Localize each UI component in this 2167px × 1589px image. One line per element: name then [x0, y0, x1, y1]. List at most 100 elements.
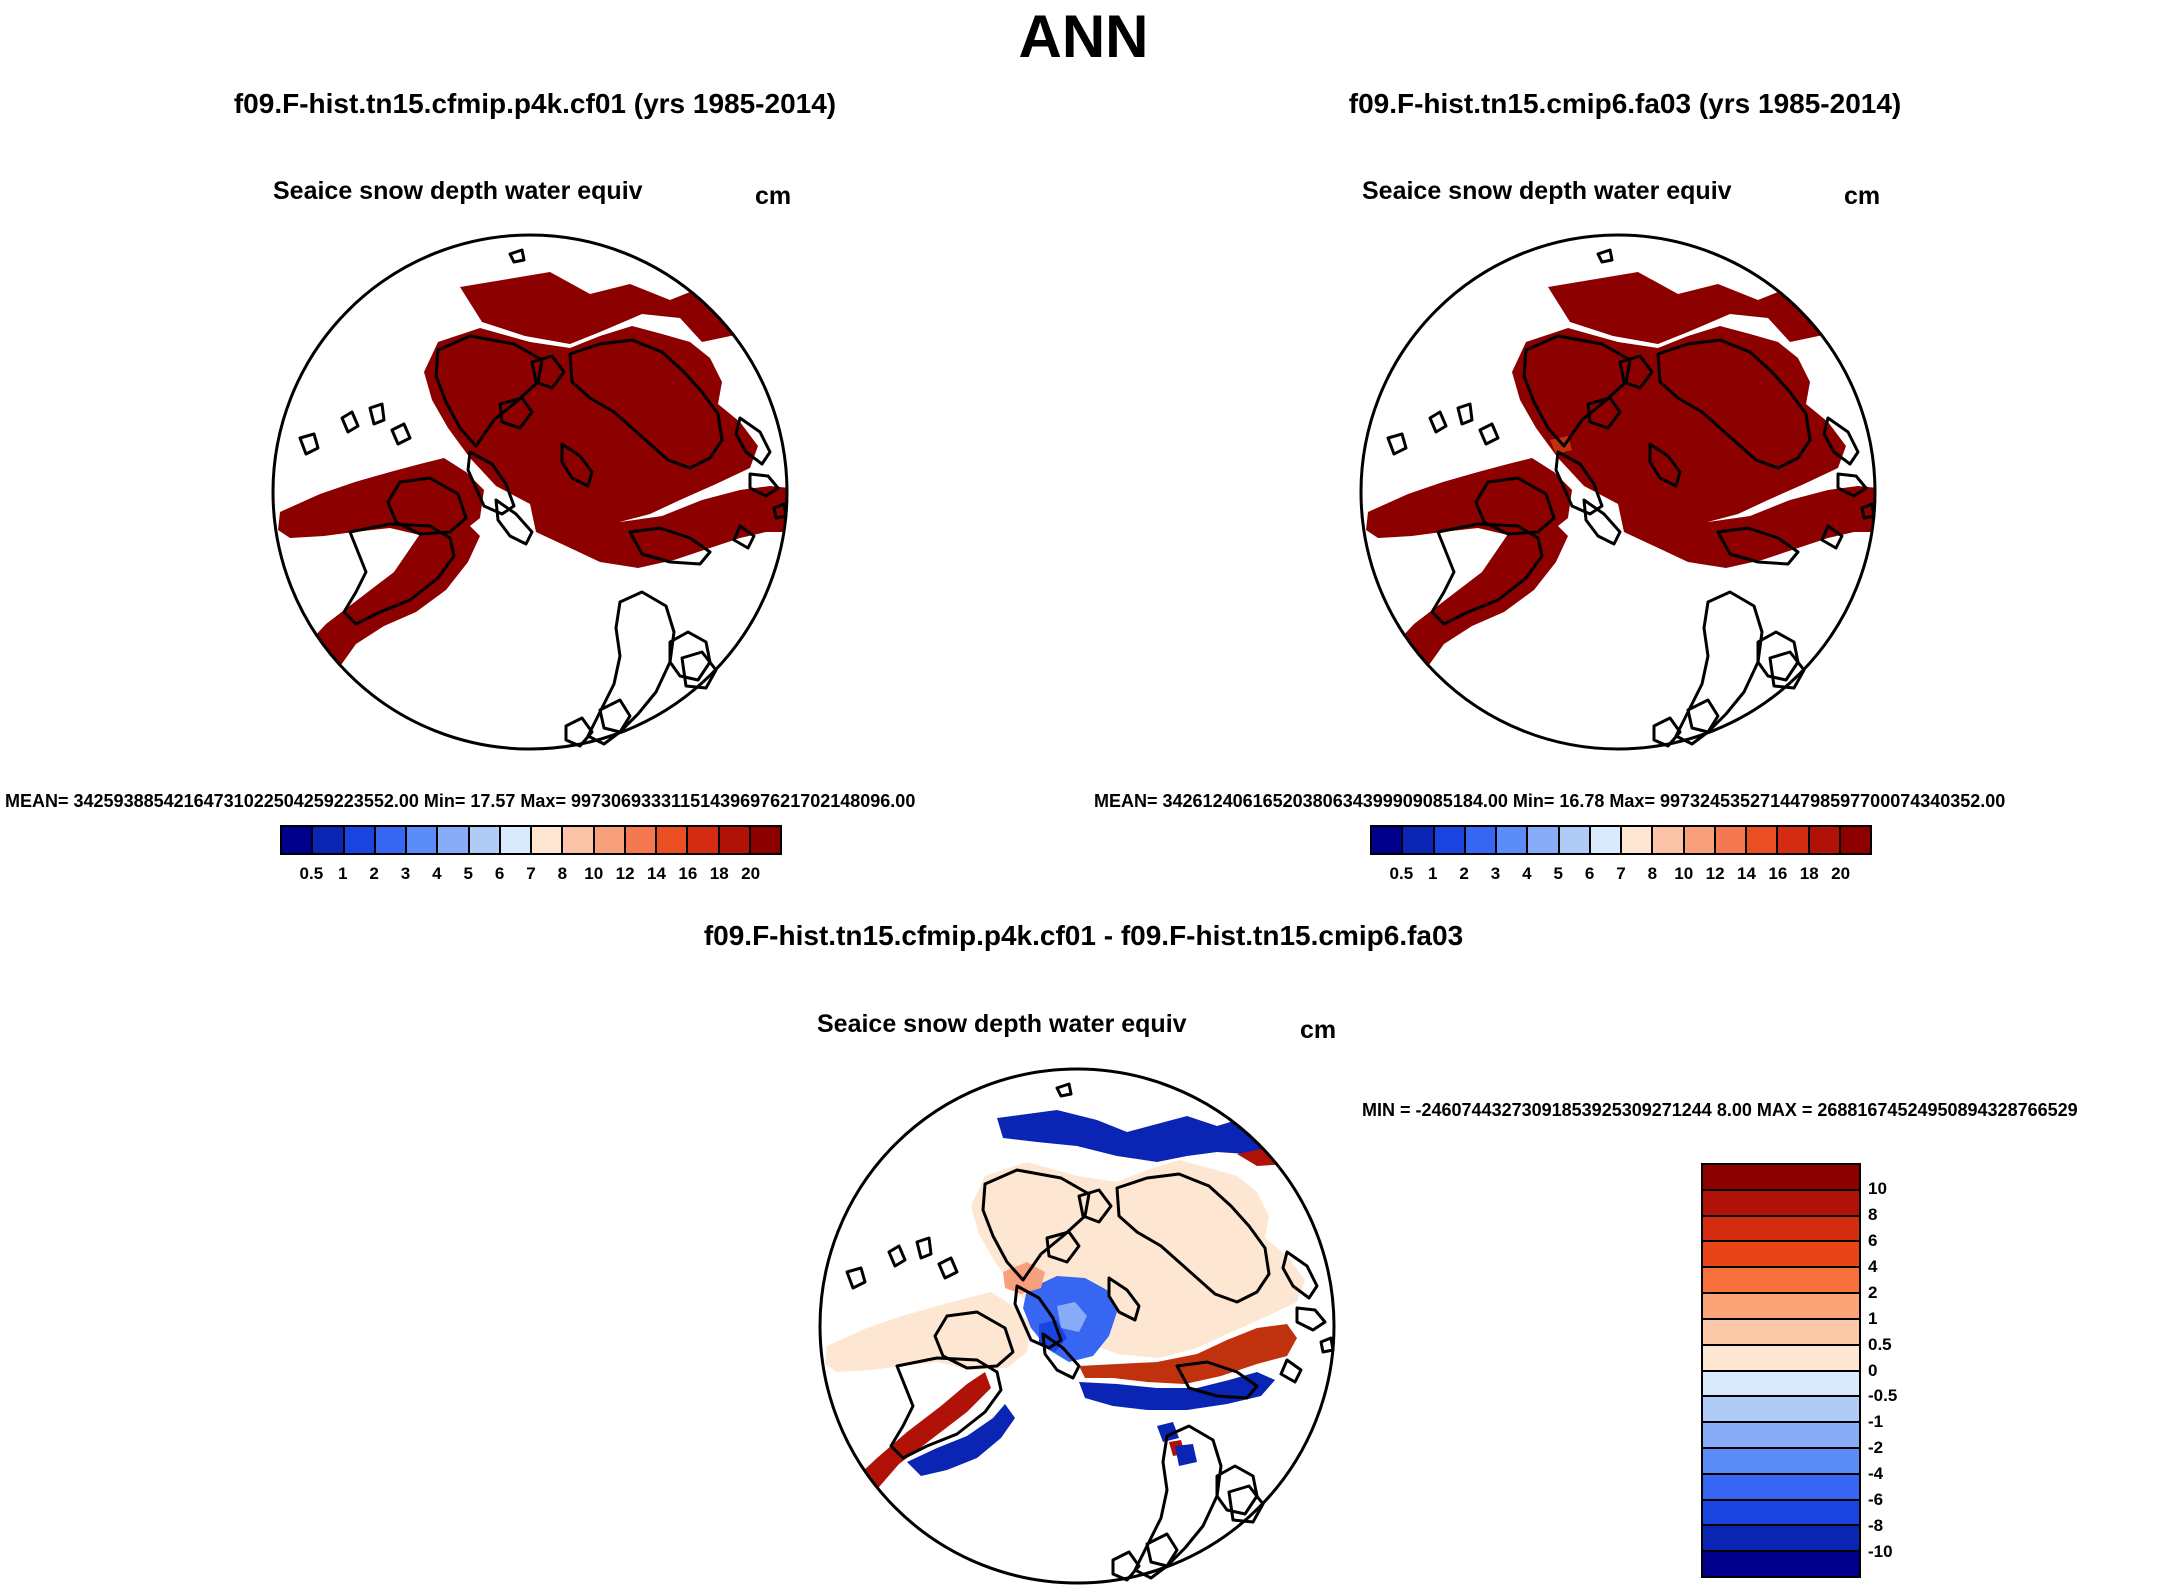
colorbar-swatch — [1434, 827, 1466, 853]
colorbar-swatch — [1703, 1294, 1859, 1320]
colorbar-swatch — [1703, 1190, 1859, 1217]
colorbar-label: 0.5 — [1868, 1334, 1892, 1354]
colorbar-label: 8 — [1647, 864, 1658, 883]
bottom-variable-title: Seaice snow depth water equiv — [817, 1010, 1187, 1038]
colorbar-label: 2 — [1459, 864, 1469, 883]
colorbar-swatch — [438, 827, 470, 853]
bottom-case-title: f09.F-hist.tn15.cfmip.p4k.cf01 - f09.F-h… — [703, 920, 1464, 951]
colorbar-swatch — [1703, 1423, 1859, 1449]
colorbar-swatch — [1684, 827, 1716, 853]
top-right-map-boundary — [1359, 233, 1877, 751]
colorbar-label: 2 — [1868, 1282, 1878, 1302]
top-right-variable-title: Seaice snow depth water equiv — [1362, 177, 1732, 205]
colorbar-label: -1 — [1868, 1412, 1884, 1432]
top-right-colorbar-labels: 0.5 1 2 3 4 5 6 7 8 10 12 14 16 18 20 — [1370, 864, 1872, 886]
colorbar-label: 3 — [400, 864, 411, 883]
colorbar-label: 14 — [647, 864, 666, 883]
colorbar-label: 6 — [494, 864, 505, 883]
colorbar-swatch — [1403, 827, 1435, 853]
colorbar-label: 6 — [1584, 864, 1595, 883]
colorbar-swatch — [1703, 1474, 1859, 1501]
colorbar-swatch — [688, 827, 720, 853]
colorbar-swatch — [1528, 827, 1560, 853]
colorbar-label: -0.5 — [1868, 1386, 1898, 1406]
colorbar-swatch — [1747, 827, 1779, 853]
top-right-coastlines — [1386, 248, 1876, 748]
colorbar-label: 4 — [1522, 864, 1532, 883]
colorbar-swatch — [1372, 827, 1404, 853]
colorbar-swatch — [563, 827, 595, 853]
colorbar-label: 20 — [741, 864, 761, 883]
colorbar-label: 2 — [369, 864, 379, 883]
top-right-colorbar — [1370, 825, 1872, 855]
bottom-map-boundary — [818, 1067, 1336, 1585]
colorbar-swatch — [1703, 1526, 1859, 1553]
colorbar-swatch — [1809, 827, 1841, 853]
colorbar-swatch — [500, 827, 532, 853]
top-right-stats: MEAN= 34261240616520380634399909085184.0… — [1094, 791, 2006, 811]
colorbar-swatch — [1703, 1216, 1859, 1243]
colorbar-label: 20 — [1831, 864, 1851, 883]
colorbar-swatch — [1703, 1345, 1859, 1372]
colorbar-label: 16 — [678, 864, 698, 883]
colorbar-swatch — [1703, 1500, 1859, 1527]
colorbar-swatch — [719, 827, 751, 853]
colorbar-label: -4 — [1868, 1464, 1884, 1484]
top-left-colorbar-labels: 0.5 1 2 3 4 5 6 7 8 10 12 14 16 18 20 — [280, 864, 782, 886]
colorbar-label: 1 — [1868, 1308, 1878, 1328]
colorbar-swatch — [1559, 827, 1591, 853]
colorbar-swatch — [1497, 827, 1529, 853]
colorbar-swatch — [1703, 1448, 1859, 1475]
colorbar-swatch — [1703, 1552, 1859, 1576]
colorbar-swatch — [1590, 827, 1622, 853]
colorbar-label: 4 — [1868, 1256, 1878, 1276]
top-left-variable-title: Seaice snow depth water equiv — [273, 177, 643, 205]
colorbar-swatch — [1703, 1397, 1859, 1424]
colorbar-label: 8 — [1868, 1204, 1878, 1224]
colorbar-swatch — [750, 827, 780, 853]
bottom-colorbar — [1701, 1163, 1861, 1578]
colorbar-swatch — [282, 827, 314, 853]
colorbar-swatch — [407, 827, 439, 853]
top-left-seaice-field — [278, 270, 787, 720]
colorbar-label: 0.5 — [1389, 864, 1414, 883]
top-right-seaice-field — [1366, 270, 1875, 720]
colorbar-label: 4 — [432, 864, 442, 883]
colorbar-label: 10 — [1674, 864, 1694, 883]
colorbar-swatch — [375, 827, 407, 853]
colorbar-label: -8 — [1868, 1516, 1884, 1536]
top-right-polar-map — [1359, 233, 1877, 751]
colorbar-swatch — [1715, 827, 1747, 853]
colorbar-label: 7 — [526, 864, 536, 883]
top-left-coastlines — [298, 248, 788, 748]
colorbar-label: 12 — [615, 864, 635, 883]
colorbar-label: 1 — [338, 864, 348, 883]
colorbar-swatch — [313, 827, 345, 853]
bottom-colorbar-labels: 10 8 6 4 2 1 0.5 0 -0.5 -1 -2 -4 -6 -8 -10 — [1868, 1163, 1958, 1578]
top-left-units: cm — [755, 182, 792, 210]
colorbar-label: 5 — [463, 864, 473, 883]
bottom-polar-map — [818, 1067, 1336, 1585]
colorbar-swatch — [625, 827, 657, 853]
top-left-stats: MEAN= 34259388542164731022504259223552.0… — [5, 791, 916, 811]
colorbar-swatch — [1703, 1242, 1859, 1269]
top-right-case-title: f09.F-hist.tn15.cmip6.fa03 (yrs 1985-201… — [1348, 88, 1902, 119]
colorbar-label: 1 — [1428, 864, 1438, 883]
colorbar-label: 14 — [1737, 864, 1756, 883]
colorbar-swatch — [344, 827, 376, 853]
colorbar-swatch — [1703, 1371, 1859, 1398]
colorbar-label: 6 — [1868, 1230, 1878, 1250]
colorbar-label: 16 — [1768, 864, 1788, 883]
bottom-stats: MIN = -24607443273091853925309271244 8.0… — [1362, 1100, 2078, 1120]
colorbar-label: 5 — [1553, 864, 1563, 883]
top-left-case-title: f09.F-hist.tn15.cfmip.p4k.cf01 (yrs 1985… — [233, 88, 837, 119]
colorbar-swatch — [1653, 827, 1685, 853]
colorbar-label: 0 — [1868, 1360, 1878, 1380]
colorbar-swatch — [1703, 1165, 1859, 1191]
colorbar-label: -6 — [1868, 1490, 1884, 1510]
top-left-map-boundary — [271, 233, 789, 751]
colorbar-label: 0.5 — [299, 864, 324, 883]
colorbar-swatch — [469, 827, 501, 853]
colorbar-label: 3 — [1490, 864, 1501, 883]
colorbar-label: 18 — [1799, 864, 1819, 883]
